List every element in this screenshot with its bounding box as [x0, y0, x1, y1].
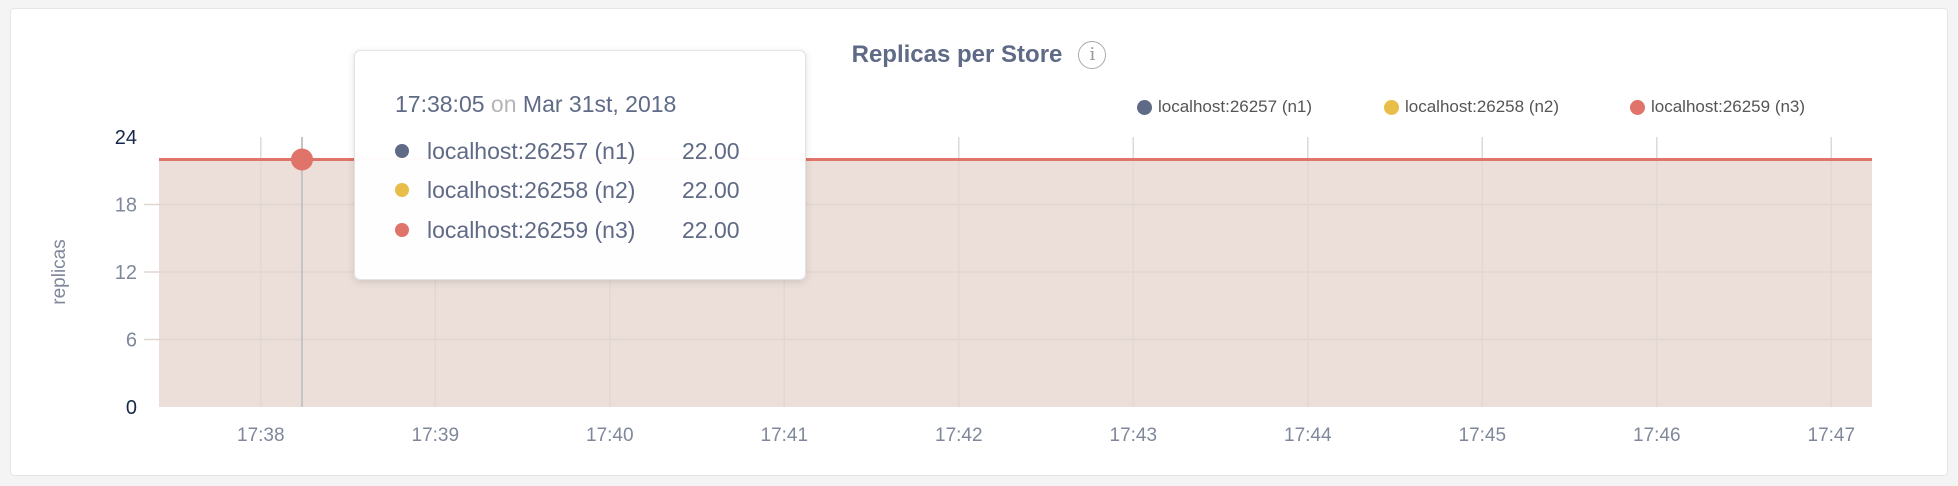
legend-dot	[1137, 99, 1152, 115]
tooltip-value: 22.00	[682, 137, 740, 164]
tooltip-on: on	[490, 91, 517, 117]
y-axis-label: replicas	[49, 239, 70, 304]
x-tick-label: 17:42	[935, 425, 983, 446]
x-tick-label: 17:39	[412, 425, 460, 446]
legend-label: localhost:26258 (n2)	[1405, 97, 1560, 116]
legend-label: localhost:26259 (n3)	[1651, 97, 1806, 116]
legend-dot	[1384, 99, 1399, 115]
tooltip-dot	[395, 144, 409, 158]
legend-item-n3[interactable]: localhost:26259 (n3)	[1630, 97, 1805, 117]
tooltip-dot	[395, 183, 409, 197]
x-tick-label: 17:44	[1284, 425, 1332, 446]
x-tick-label: 17:38	[237, 425, 285, 446]
legend-label: localhost:26257 (n1)	[1158, 97, 1313, 116]
x-tick-label: 17:40	[586, 425, 634, 446]
x-tick-label: 17:47	[1808, 425, 1856, 446]
legend-dot	[1630, 99, 1645, 115]
tooltip-label: localhost:26257 (n1)	[427, 137, 636, 164]
legend-item-n1[interactable]: localhost:26257 (n1)	[1137, 97, 1312, 117]
tooltip-time: 17:38:05	[395, 91, 485, 117]
tooltip-date: Mar 31st, 2018	[522, 91, 677, 117]
tooltip-row-n2: localhost:26258 (n2) 22.00	[395, 175, 740, 205]
legend-item-n2[interactable]: localhost:26258 (n2)	[1384, 97, 1559, 117]
y-tick-label: 6	[126, 330, 137, 352]
x-tick-label: 17:45	[1459, 425, 1507, 446]
tooltip-label: localhost:26258 (n2)	[427, 176, 636, 203]
tooltip-row-n1: localhost:26257 (n1) 22.00	[395, 136, 740, 166]
hover-point	[291, 148, 313, 171]
info-circle-icon[interactable]: i	[1078, 40, 1107, 69]
tooltip-value: 22.00	[682, 176, 740, 203]
x-tick-label: 17:43	[1110, 425, 1158, 446]
y-tick-label: 12	[115, 262, 137, 284]
x-tick-label: 17:41	[761, 425, 809, 446]
chart-title-row: Replicas per Store i	[0, 40, 1958, 69]
y-tick-label: 0	[126, 397, 137, 419]
tooltip-label: localhost:26259 (n3)	[427, 216, 636, 243]
tooltip-value: 22.00	[682, 216, 740, 243]
hover-tooltip: 17:38:05 on Mar 31st, 2018 localhost:262…	[354, 50, 806, 280]
tooltip-dot	[395, 223, 409, 237]
tooltip-timestamp: 17:38:05 on Mar 31st, 2018	[395, 91, 676, 118]
y-tick-label: 18	[115, 195, 137, 217]
x-tick-label: 17:46	[1633, 425, 1681, 446]
chart-title: Replicas per Store	[851, 40, 1063, 68]
tooltip-row-n3: localhost:26259 (n3) 22.00	[395, 215, 740, 245]
y-tick-label: 24	[115, 127, 137, 149]
